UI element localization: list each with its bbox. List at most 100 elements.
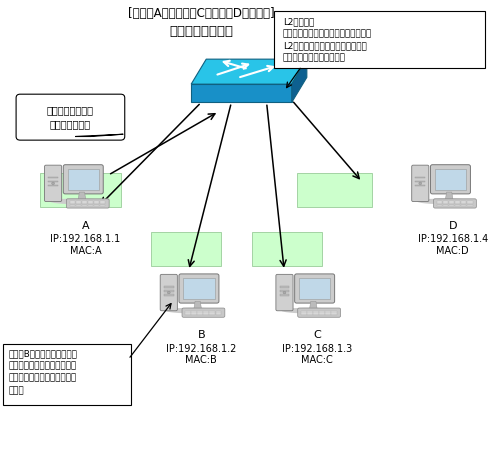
Bar: [151, 232, 221, 266]
Bar: [191, 314, 197, 315]
Bar: [67, 169, 99, 190]
Bar: [325, 314, 330, 315]
Bar: [280, 286, 289, 288]
Bar: [191, 312, 197, 313]
Bar: [307, 312, 312, 313]
Bar: [203, 312, 209, 313]
Bar: [313, 311, 318, 312]
Bar: [75, 205, 81, 206]
Text: ブロードキャスト: ブロードキャスト: [169, 25, 233, 38]
Bar: [443, 205, 448, 206]
FancyBboxPatch shape: [431, 165, 470, 194]
Bar: [455, 205, 460, 206]
Bar: [81, 203, 87, 204]
Bar: [301, 314, 306, 315]
Text: IP:192.168.1.2: IP:192.168.1.2: [166, 344, 236, 354]
Circle shape: [167, 291, 170, 294]
Bar: [215, 314, 221, 315]
FancyBboxPatch shape: [160, 274, 178, 311]
Bar: [415, 185, 425, 187]
Circle shape: [283, 291, 286, 294]
Text: D: D: [449, 221, 457, 231]
Bar: [449, 203, 454, 204]
Bar: [94, 205, 99, 206]
FancyBboxPatch shape: [45, 165, 62, 202]
Bar: [88, 203, 93, 204]
Bar: [461, 205, 466, 206]
Polygon shape: [75, 134, 123, 136]
Bar: [203, 314, 209, 315]
Text: ブロードキャスト
アドレスを指定: ブロードキャスト アドレスを指定: [47, 105, 94, 129]
FancyBboxPatch shape: [274, 11, 485, 68]
Text: ホストBにデータを送信する
必要はないが、ブロードキャ
ストなのでデータを受信して
しまう: ホストBにデータを送信する 必要はないが、ブロードキャ ストなのでデータを受信し…: [9, 349, 78, 395]
FancyBboxPatch shape: [63, 165, 103, 194]
Bar: [185, 311, 191, 312]
Bar: [185, 314, 191, 315]
Text: B: B: [197, 330, 205, 340]
Bar: [467, 203, 472, 204]
Bar: [415, 181, 425, 182]
Bar: [100, 203, 105, 204]
Bar: [197, 312, 203, 313]
Ellipse shape: [50, 198, 106, 204]
Text: C: C: [313, 330, 321, 340]
Polygon shape: [445, 192, 453, 200]
Bar: [331, 311, 337, 312]
Polygon shape: [191, 59, 307, 84]
Bar: [48, 185, 58, 187]
Bar: [455, 203, 460, 204]
Polygon shape: [194, 301, 202, 309]
Bar: [299, 278, 330, 299]
FancyBboxPatch shape: [298, 308, 341, 317]
Bar: [437, 205, 442, 206]
Bar: [209, 312, 215, 313]
FancyBboxPatch shape: [412, 165, 429, 202]
Bar: [215, 311, 221, 312]
Bar: [252, 232, 322, 266]
Text: MAC:C: MAC:C: [301, 355, 333, 365]
Bar: [301, 312, 306, 313]
FancyBboxPatch shape: [182, 308, 225, 317]
Bar: [449, 205, 454, 206]
Text: MAC:A: MAC:A: [70, 246, 101, 256]
Bar: [307, 314, 312, 315]
FancyBboxPatch shape: [276, 274, 293, 311]
Bar: [100, 205, 105, 206]
Bar: [415, 177, 425, 178]
Polygon shape: [292, 59, 307, 102]
Bar: [307, 311, 312, 312]
Bar: [81, 205, 87, 206]
Bar: [185, 312, 191, 313]
Bar: [301, 311, 306, 312]
Bar: [443, 203, 448, 204]
Bar: [461, 203, 466, 204]
Bar: [94, 203, 99, 204]
Bar: [183, 278, 215, 299]
Ellipse shape: [281, 308, 338, 313]
Bar: [319, 314, 324, 315]
FancyBboxPatch shape: [434, 199, 476, 208]
Bar: [69, 205, 75, 206]
Bar: [191, 311, 197, 312]
Bar: [467, 205, 472, 206]
FancyBboxPatch shape: [66, 199, 109, 208]
Text: A: A: [81, 221, 90, 231]
Polygon shape: [309, 301, 317, 309]
Bar: [164, 290, 174, 292]
Bar: [209, 314, 215, 315]
Bar: [437, 203, 442, 204]
Bar: [319, 311, 324, 312]
Bar: [313, 312, 318, 313]
Bar: [331, 312, 337, 313]
Bar: [280, 290, 289, 292]
Text: [ホストAからホストC、ホストDへの同報]: [ホストAからホストC、ホストDへの同報]: [128, 7, 275, 20]
Bar: [325, 312, 330, 313]
Ellipse shape: [417, 198, 473, 204]
Bar: [69, 203, 75, 204]
Bar: [280, 294, 289, 296]
Ellipse shape: [165, 308, 222, 313]
Bar: [164, 294, 174, 296]
Bar: [319, 312, 324, 313]
FancyBboxPatch shape: [179, 274, 219, 303]
FancyBboxPatch shape: [3, 344, 131, 405]
